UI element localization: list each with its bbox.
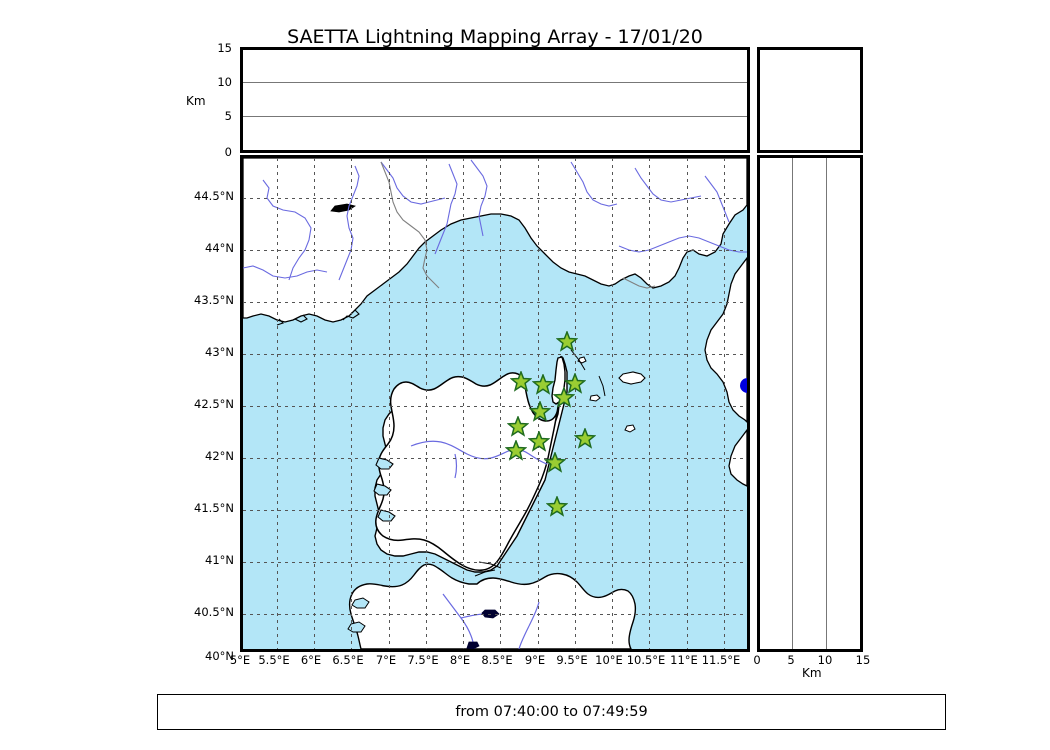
page-title: SAETTA Lightning Mapping Array - 17/01/2… — [287, 26, 703, 48]
map-gridline-42N — [243, 458, 747, 459]
ytick-41N: 41°N — [205, 553, 234, 567]
height-vs-longitude-panel — [240, 47, 750, 153]
map-gridline-5.5E — [277, 158, 278, 649]
ytick-top-10: 10 — [217, 75, 232, 89]
ytick-43.5N: 43.5°N — [194, 293, 234, 307]
ytick-44N: 44°N — [205, 241, 234, 255]
map-gridline-43N — [243, 354, 747, 355]
map-gridline-40.5N — [243, 614, 747, 615]
map-gridline-42.5N — [243, 406, 747, 407]
map-gridline-7.5E — [426, 158, 427, 649]
xtick-7E: 7°E — [375, 653, 397, 667]
ytick-top-5: 5 — [224, 109, 232, 123]
map-gridline-8E — [463, 158, 464, 649]
ytick-43N: 43°N — [205, 345, 234, 359]
map-gridline-44N — [243, 250, 747, 251]
xtick-5E: 5°E — [229, 653, 251, 667]
xtick-right-5: 5 — [787, 653, 795, 667]
xtick-10E: 10°E — [595, 653, 623, 667]
ytick-top-0: 0 — [224, 145, 232, 159]
xtick-9E: 9°E — [524, 653, 546, 667]
map-gridline-6.5E — [351, 158, 352, 649]
xtick-6E: 6°E — [300, 653, 322, 667]
map-gridline-7E — [389, 158, 390, 649]
xlabel-km-right: Km — [802, 666, 822, 680]
ytick-42.5N: 42.5°N — [194, 397, 234, 411]
map-geography — [243, 158, 747, 649]
plan-view-map-panel[interactable] — [240, 155, 750, 652]
gridline-v-10 — [826, 158, 827, 649]
ytick-40N: 40°N — [205, 649, 234, 663]
ylabel-km-top: Km — [186, 94, 206, 108]
map-gridline-9E — [538, 158, 539, 649]
time-window-text: from 07:40:00 to 07:49:59 — [455, 704, 648, 720]
xtick-5.5E: 5.5°E — [258, 653, 290, 667]
ytick-top-15: 15 — [217, 41, 232, 55]
map-gridline-41.5N — [243, 510, 747, 511]
gridline-h-10 — [243, 82, 747, 83]
ytick-44.5N: 44.5°N — [194, 189, 234, 203]
map-gridline-41N — [243, 562, 747, 563]
gridline-h-5 — [243, 116, 747, 117]
map-gridline-44.5N — [243, 198, 747, 199]
xtick-right-15: 15 — [855, 653, 871, 667]
xtick-11.5E: 11.5°E — [701, 653, 741, 667]
ytick-40.5N: 40.5°N — [194, 605, 234, 619]
ytick-42N: 42°N — [205, 449, 234, 463]
xtick-8E: 8°E — [449, 653, 471, 667]
map-gridline-10E — [612, 158, 613, 649]
xtick-11E: 11°E — [670, 653, 698, 667]
map-gridline-10.5E — [649, 158, 650, 649]
corner-panel — [757, 47, 863, 153]
map-gridline-8.5E — [500, 158, 501, 649]
xtick-6.5E: 6.5°E — [332, 653, 364, 667]
xtick-9.5E: 9.5°E — [556, 653, 588, 667]
height-vs-latitude-panel — [757, 155, 863, 652]
gridline-v-5 — [792, 158, 793, 649]
vhf-source-marker[interactable] — [740, 377, 747, 393]
xtick-7.5E: 7.5°E — [407, 653, 439, 667]
xtick-right-10: 10 — [817, 653, 833, 667]
map-gridline-11E — [687, 158, 688, 649]
map-gridline-43.5N — [243, 302, 747, 303]
xtick-10.5E: 10.5°E — [626, 653, 666, 667]
map-gridline-6E — [314, 158, 315, 649]
map-gridline-9.5E — [575, 158, 576, 649]
xtick-8.5E: 8.5°E — [481, 653, 513, 667]
map-gridline-11.5E — [724, 158, 725, 649]
time-window-bar: from 07:40:00 to 07:49:59 — [157, 694, 946, 730]
xtick-right-0: 0 — [753, 653, 761, 667]
ytick-41.5N: 41.5°N — [194, 501, 234, 515]
